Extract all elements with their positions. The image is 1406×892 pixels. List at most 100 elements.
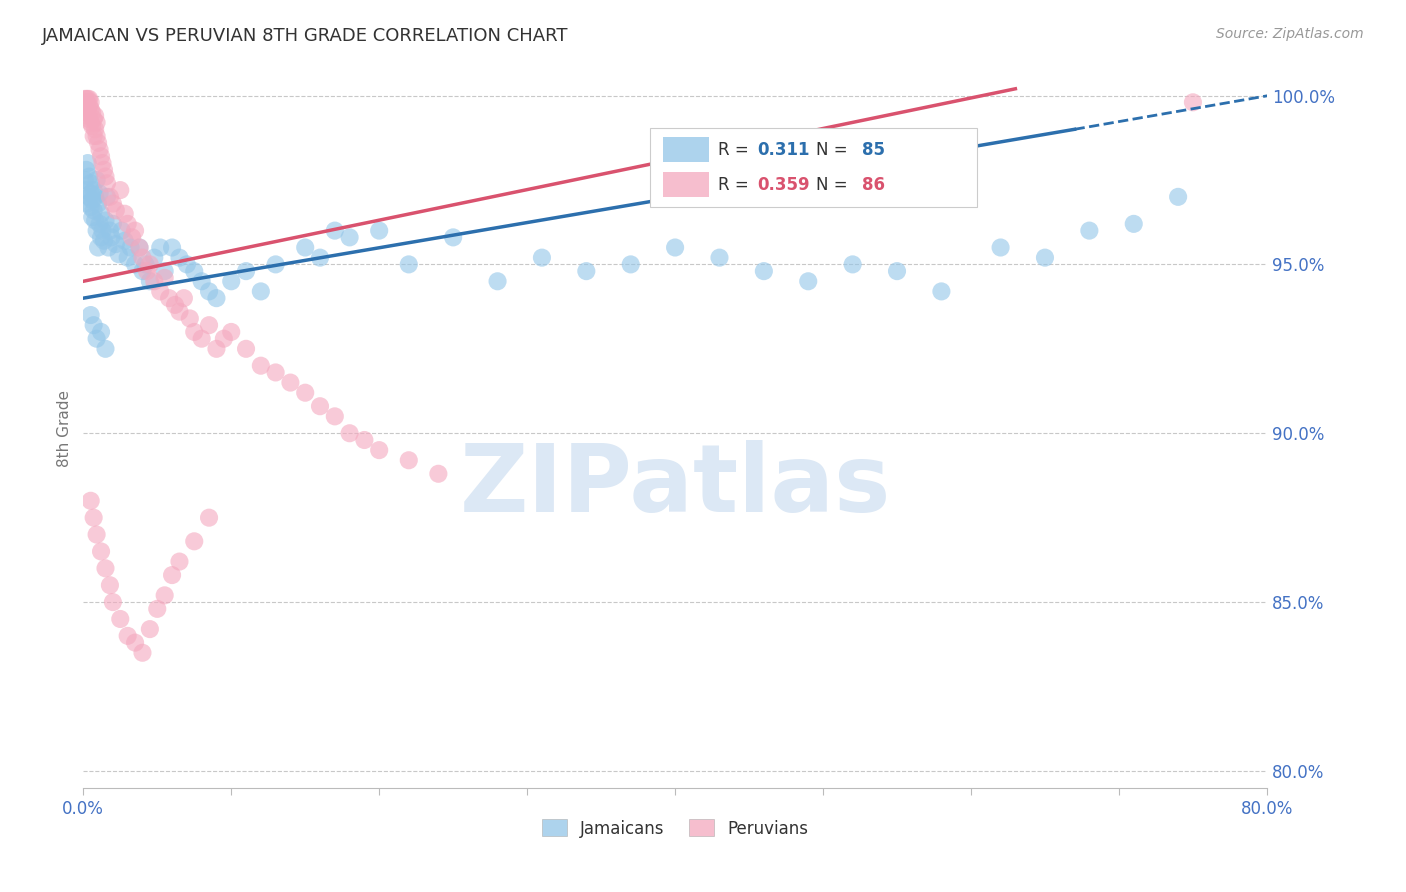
Point bbox=[77, 92, 100, 106]
Point bbox=[1033, 251, 1056, 265]
Point bbox=[83, 510, 105, 524]
Point bbox=[143, 251, 166, 265]
Point bbox=[111, 224, 134, 238]
Text: 85: 85 bbox=[862, 141, 886, 159]
Point bbox=[153, 264, 176, 278]
Point bbox=[96, 190, 118, 204]
Point bbox=[73, 98, 96, 112]
Point bbox=[664, 240, 686, 254]
Point bbox=[219, 274, 242, 288]
Point bbox=[76, 109, 98, 123]
Point bbox=[89, 186, 111, 201]
Point bbox=[146, 602, 169, 616]
Point bbox=[990, 240, 1012, 254]
Point bbox=[264, 366, 287, 380]
Point bbox=[76, 196, 98, 211]
Text: JAMAICAN VS PERUVIAN 8TH GRADE CORRELATION CHART: JAMAICAN VS PERUVIAN 8TH GRADE CORRELATI… bbox=[42, 27, 568, 45]
Point bbox=[80, 200, 103, 214]
Point bbox=[82, 105, 104, 120]
Point bbox=[190, 274, 212, 288]
Point bbox=[94, 213, 117, 227]
Point bbox=[398, 453, 420, 467]
Point bbox=[86, 224, 108, 238]
Point bbox=[179, 311, 201, 326]
Point bbox=[104, 203, 127, 218]
Point bbox=[183, 325, 205, 339]
Text: R =: R = bbox=[718, 176, 755, 194]
Point bbox=[149, 285, 172, 299]
Point bbox=[77, 98, 100, 112]
Text: R =: R = bbox=[718, 141, 755, 159]
Point bbox=[575, 264, 598, 278]
Point bbox=[87, 240, 110, 254]
Point bbox=[190, 332, 212, 346]
Point bbox=[114, 234, 136, 248]
Point bbox=[114, 207, 136, 221]
Point bbox=[205, 291, 228, 305]
Point bbox=[98, 190, 121, 204]
Point bbox=[169, 555, 191, 569]
Point bbox=[339, 426, 361, 441]
Point bbox=[90, 207, 112, 221]
Point bbox=[250, 359, 273, 373]
Point bbox=[212, 332, 235, 346]
Point bbox=[886, 264, 908, 278]
Point bbox=[83, 129, 105, 144]
Point bbox=[153, 588, 176, 602]
Text: ZIPatlas: ZIPatlas bbox=[460, 440, 891, 532]
Point bbox=[121, 230, 143, 244]
Point bbox=[1078, 224, 1101, 238]
Legend: Jamaicans, Peruvians: Jamaicans, Peruvians bbox=[534, 813, 815, 844]
Point bbox=[1122, 217, 1144, 231]
Point bbox=[90, 544, 112, 558]
Point bbox=[83, 318, 105, 333]
Point bbox=[83, 183, 105, 197]
Text: N =: N = bbox=[817, 141, 853, 159]
Point bbox=[96, 177, 118, 191]
Point bbox=[90, 230, 112, 244]
Point bbox=[198, 285, 221, 299]
Point bbox=[84, 122, 107, 136]
Point bbox=[131, 264, 153, 278]
Point bbox=[73, 173, 96, 187]
Point bbox=[1167, 190, 1189, 204]
Point bbox=[139, 257, 162, 271]
Point bbox=[75, 95, 97, 110]
Point bbox=[235, 342, 257, 356]
Point bbox=[76, 102, 98, 116]
Point bbox=[89, 217, 111, 231]
Point bbox=[100, 230, 122, 244]
Point bbox=[84, 190, 107, 204]
Point bbox=[83, 203, 105, 218]
Point bbox=[169, 251, 191, 265]
Point bbox=[77, 190, 100, 204]
Point bbox=[124, 224, 146, 238]
Point bbox=[160, 568, 183, 582]
Point bbox=[93, 162, 115, 177]
Point bbox=[82, 210, 104, 224]
Point bbox=[134, 257, 156, 271]
Point bbox=[86, 129, 108, 144]
Point bbox=[87, 196, 110, 211]
Point bbox=[87, 136, 110, 150]
Point bbox=[294, 240, 316, 254]
Point bbox=[368, 443, 391, 458]
Point bbox=[131, 646, 153, 660]
Point bbox=[149, 240, 172, 254]
Point bbox=[75, 183, 97, 197]
Text: 0.359: 0.359 bbox=[758, 176, 810, 194]
Point bbox=[135, 264, 157, 278]
Point bbox=[205, 342, 228, 356]
Text: 0.311: 0.311 bbox=[758, 141, 810, 159]
Point bbox=[107, 247, 129, 261]
Point bbox=[280, 376, 302, 390]
Point bbox=[198, 318, 221, 333]
Point bbox=[128, 240, 150, 254]
Point bbox=[76, 156, 98, 170]
Point bbox=[94, 169, 117, 184]
Point bbox=[80, 493, 103, 508]
Point bbox=[117, 629, 139, 643]
Point bbox=[84, 109, 107, 123]
Point bbox=[139, 274, 162, 288]
Point bbox=[110, 612, 132, 626]
